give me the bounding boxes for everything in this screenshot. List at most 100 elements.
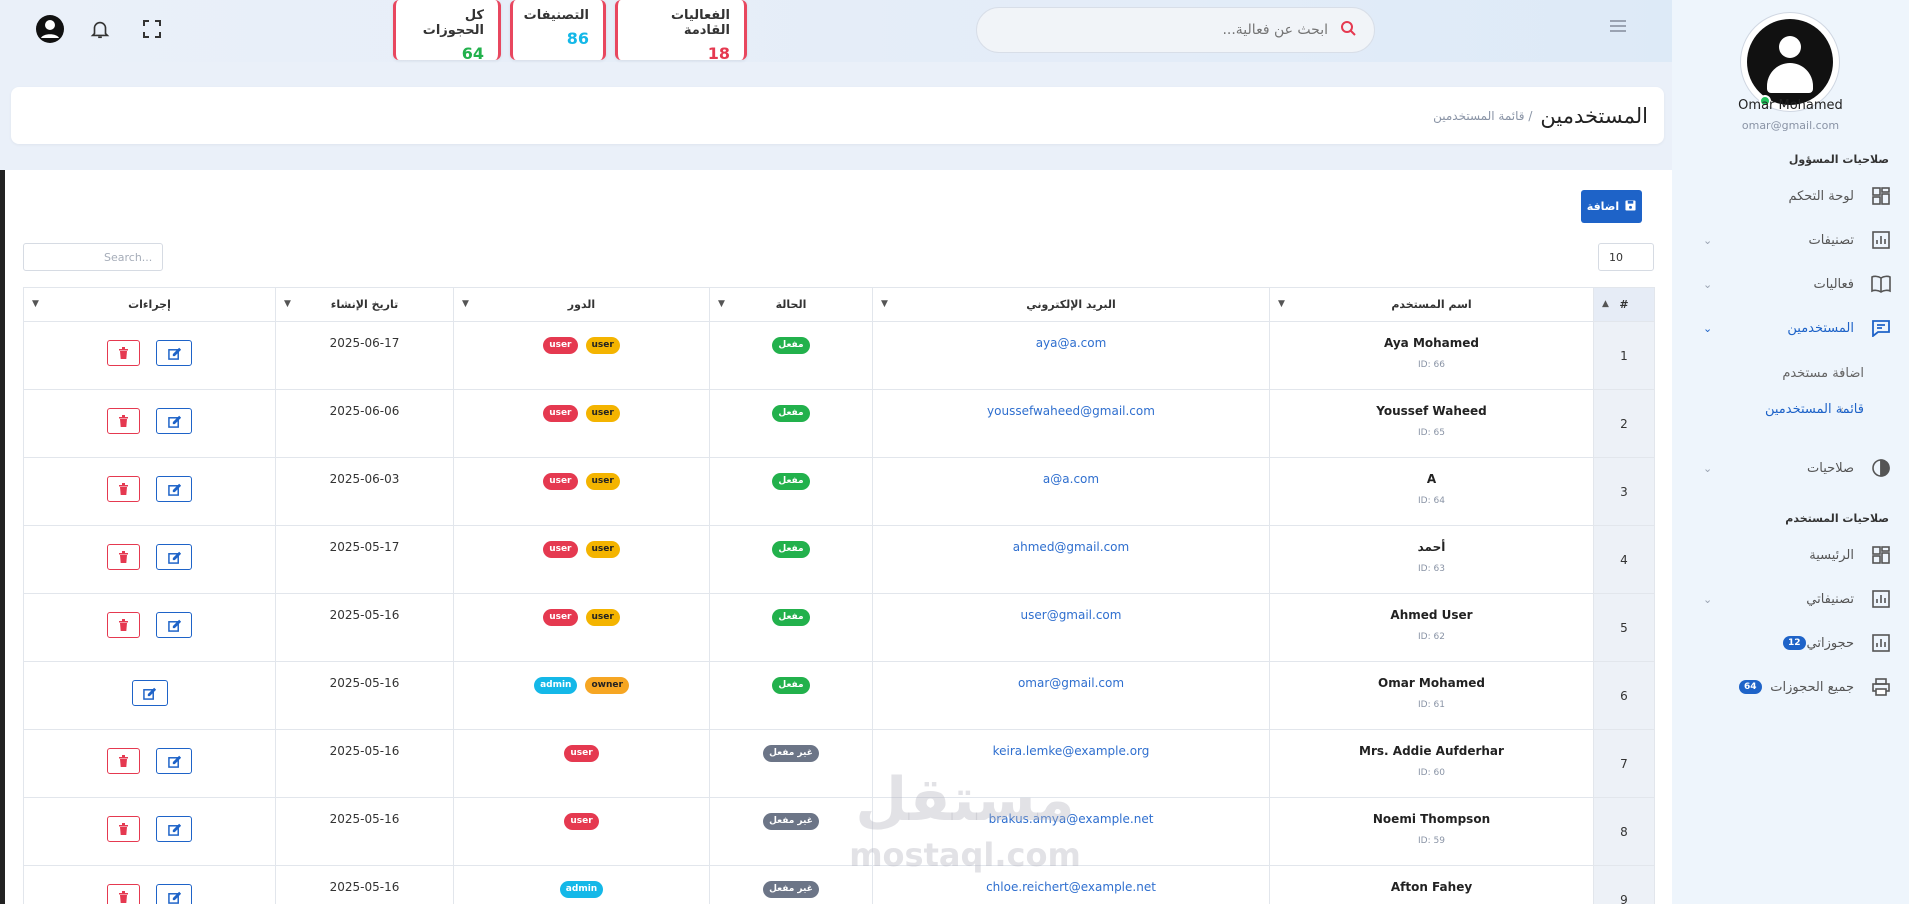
delete-button[interactable] [107,340,140,366]
role-badge: user [543,337,578,354]
menu-toggle-icon[interactable] [1610,20,1630,36]
stat-card-categories: التصنيفات 86 [510,0,606,60]
sidebar-subitem-add-user[interactable]: › اضافة مستخدم [1782,366,1864,381]
delete-button[interactable] [107,544,140,570]
row-index: 7 [1593,729,1655,798]
trash-icon [118,823,129,835]
halfcircle-icon [1871,458,1891,478]
stat-title: كل الحجوزات [422,8,484,38]
delete-button[interactable] [107,748,140,774]
sort-icon: ▼ [718,299,725,309]
actions-cell [23,321,276,390]
sidebar-item-users[interactable]: المستخدمين ⌄ [1691,315,1891,341]
user-name: A [1426,472,1437,486]
row-index: 9 [1593,865,1655,904]
edit-icon [167,823,181,836]
email-link[interactable]: youssefwaheed@gmail.com [987,404,1155,418]
sidebar-item-my-bookings[interactable]: حجوزاتي 12 [1691,630,1891,656]
bell-icon[interactable] [85,14,115,44]
edit-button[interactable] [156,884,192,904]
row-index: 5 [1593,593,1655,662]
created-cell: 2025-05-16 [275,593,454,662]
user-cell: Ahmed User ID: 62 [1269,593,1594,662]
email-link[interactable]: brakus.amya@example.net [988,812,1154,826]
row-actions [107,476,192,502]
profile-icon[interactable] [35,14,65,44]
sidebar-item-categories[interactable]: تصنيفات ⌄ [1691,227,1891,253]
sidebar-item-home[interactable]: الرئيسية [1691,542,1891,568]
role-cell: user user [453,593,710,662]
sidebar-item-permissions[interactable]: صلاحيات ⌄ [1691,455,1891,481]
sidebar-subitem-user-list[interactable]: › قائمة المستخدمين [1765,402,1864,417]
add-user-button[interactable]: اضافة [1581,190,1642,223]
sidebar-item-dashboard[interactable]: لوحة التحكم [1691,183,1891,209]
chart-icon [1871,589,1891,609]
edit-button[interactable] [131,680,168,706]
delete-button[interactable] [107,612,140,638]
column-header-status[interactable]: الحالة ▼ [709,287,873,322]
status-badge: مفعل [772,337,810,354]
status-cell: غير مفعل [709,729,873,798]
edit-button[interactable] [156,748,192,774]
email-cell: aya@a.com [872,321,1270,390]
sidebar-item-events[interactable]: فعاليات ⌄ [1691,271,1891,297]
fullscreen-icon[interactable] [137,14,167,44]
sidebar-item-my-categories[interactable]: تصنيفاتي ⌄ [1691,586,1891,612]
email-link[interactable]: keira.lemke@example.org [992,744,1150,758]
edit-button[interactable] [156,476,192,502]
user-cell: Mrs. Addie Aufderhar ID: 60 [1269,729,1594,798]
role-badge: user [585,405,620,422]
edit-button[interactable] [156,816,192,842]
stat-value: 18 [707,44,730,63]
user-name: أحمد [1417,540,1446,554]
email-cell: ahmed@gmail.com [872,525,1270,594]
column-header-actions[interactable]: إجراءات ▼ [23,287,276,322]
sidebar-user-email: omar@gmail.com [1741,119,1840,132]
sidebar-item-all-bookings[interactable]: جميع الحجوزات 64 [1691,674,1891,700]
breadcrumb[interactable]: / قائمة المستخدمين [1433,108,1533,123]
page-length-select[interactable]: 10 [1598,243,1654,271]
edit-button[interactable] [156,612,192,638]
email-link[interactable]: aya@a.com [1035,336,1107,350]
row-index: 1 [1593,321,1655,390]
sidebar-item-label: لوحة التحكم [1788,188,1854,204]
delete-button[interactable] [107,476,140,502]
event-search-input[interactable] [1028,22,1328,38]
user-id: ID: 60 [1418,768,1445,778]
email-link[interactable]: chloe.reichert@example.net [986,880,1156,894]
table-row: 3 A ID: 64 a@a.com مفعل user user 2025-06-03 [23,457,1655,526]
delete-button[interactable] [107,816,140,842]
column-header-created[interactable]: تاريخ الإنشاء ▼ [275,287,454,322]
save-icon [1625,199,1636,214]
email-link[interactable]: a@a.com [1042,472,1100,486]
status-badge: مفعل [772,405,810,422]
edit-icon [167,415,181,428]
trash-icon [118,415,129,427]
email-link[interactable]: ahmed@gmail.com [1012,540,1130,554]
edit-button[interactable] [156,408,192,434]
trash-icon [118,619,129,631]
email-link[interactable]: omar@gmail.com [1017,676,1125,690]
column-header-name[interactable]: اسم المستخدم ▼ [1269,287,1594,322]
edit-button[interactable] [156,340,192,366]
email-cell: chloe.reichert@example.net [872,865,1270,904]
column-header-role[interactable]: الدور ▼ [453,287,710,322]
stat-value: 86 [566,29,589,48]
book-icon [1871,274,1891,294]
user-name: Youssef Waheed [1376,404,1487,418]
column-header-email[interactable]: البريد الإلكتروني ▼ [872,287,1270,322]
table-search-input[interactable] [23,243,163,271]
stat-title: الفعاليات القادمة [670,8,730,38]
sidebar-subitem-label: قائمة المستخدمين [1764,402,1864,417]
status-cell: غير مفعل [709,797,873,866]
email-link[interactable]: user@gmail.com [1020,608,1122,622]
column-header-index[interactable]: # ▲ [1593,287,1655,322]
edit-button[interactable] [156,544,192,570]
edit-icon [167,755,181,768]
event-search [976,7,1375,53]
delete-button[interactable] [107,884,140,904]
delete-button[interactable] [107,408,140,434]
user-name: Mrs. Addie Aufderhar [1359,744,1504,758]
row-index: 3 [1593,457,1655,526]
trash-icon [118,551,129,563]
